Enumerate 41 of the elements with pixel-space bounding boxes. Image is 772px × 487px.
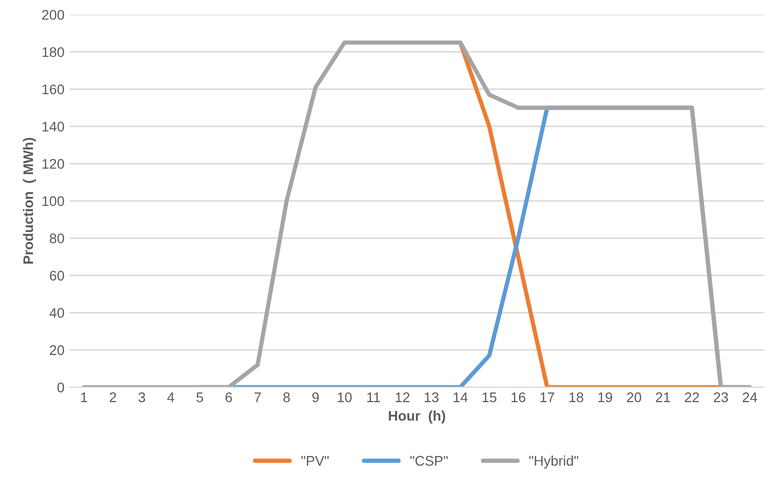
x-tick-label: 11 <box>367 392 380 402</box>
x-tick-label: 17 <box>540 392 554 402</box>
x-tick-label: 13 <box>424 392 438 402</box>
x-tick-label: 4 <box>167 392 174 402</box>
y-tick-label: 120 <box>42 158 64 169</box>
x-axis-title: Hour (h) <box>388 410 446 424</box>
y-tick-label: 180 <box>42 47 64 58</box>
x-tick-label: 18 <box>569 392 584 402</box>
y-axis-title: Production ( MWh) <box>22 138 36 264</box>
y-tick-label: 40 <box>49 308 64 318</box>
y-tick-label: 0 <box>57 382 64 392</box>
x-tick-label: 22 <box>684 392 699 402</box>
x-tick-label: 6 <box>226 392 232 402</box>
x-tick-label: 19 <box>598 392 612 402</box>
x-tick-label: 8 <box>283 392 290 402</box>
x-tick-label: 14 <box>454 392 468 402</box>
y-tick-label: 60 <box>50 270 64 281</box>
x-tick-label: 10 <box>338 392 352 402</box>
x-tick-label: 5 <box>196 392 204 402</box>
x-tick-label: 23 <box>714 392 728 402</box>
x-tick-label: 2 <box>110 392 116 402</box>
legend-label: "PV" <box>301 456 329 466</box>
y-tick-label: 200 <box>42 10 64 20</box>
x-tick-label: 9 <box>312 392 319 402</box>
x-tick-label: 3 <box>138 392 146 402</box>
x-tick-label: 12 <box>396 392 410 402</box>
x-tick-label: 16 <box>512 392 526 402</box>
x-tick-label: 15 <box>482 392 496 402</box>
x-tick-label: 20 <box>626 392 642 402</box>
y-tick-label: 140 <box>42 122 64 132</box>
y-tick-label: 80 <box>50 233 64 244</box>
y-tick-label: 100 <box>42 196 64 206</box>
y-tick-label: 20 <box>50 345 64 356</box>
x-tick-label: 24 <box>742 392 758 402</box>
x-tick-label: 1 <box>81 392 88 402</box>
legend-label: "Hybrid" <box>529 456 578 468</box>
x-tick-label: 21 <box>656 392 670 402</box>
x-tick-label: 7 <box>254 392 261 402</box>
line-series <box>82 40 752 388</box>
legend-label: "CSP" <box>410 456 448 466</box>
y-tick-label: 160 <box>42 84 64 94</box>
